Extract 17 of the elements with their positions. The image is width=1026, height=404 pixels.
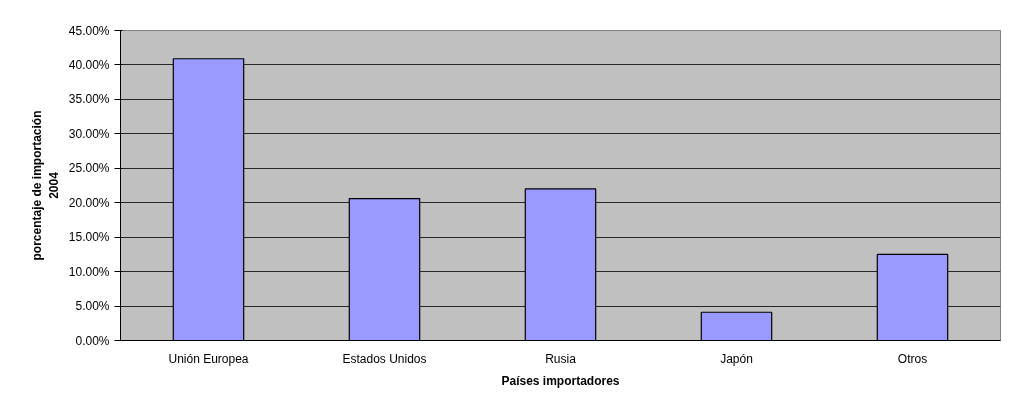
x-tick-label: Estados Unidos: [342, 351, 427, 366]
y-axis-title: porcentaje de importación 2004: [30, 110, 61, 261]
x-axis-title: Países importadores: [501, 373, 620, 388]
x-tick-label: Unión Europea: [168, 351, 249, 366]
y-tick-label: 20.00%: [68, 195, 110, 210]
y-tick-label: 0.00%: [75, 333, 110, 348]
y-tick-label: 40.00%: [68, 57, 110, 72]
y-tick-label: 5.00%: [75, 299, 110, 314]
x-tick-label: Otros: [897, 351, 928, 366]
x-tick-label: Japón: [720, 351, 753, 366]
y-tick-label: 25.00%: [68, 161, 110, 176]
y-tick-label: 30.00%: [68, 126, 110, 141]
y-tick-label: 35.00%: [68, 92, 110, 107]
y-tick-label: 10.00%: [68, 264, 110, 279]
y-tick-label: 45.00%: [68, 23, 110, 38]
x-tick-label: Rusia: [545, 351, 577, 366]
y-tick-label: 15.00%: [68, 230, 110, 245]
